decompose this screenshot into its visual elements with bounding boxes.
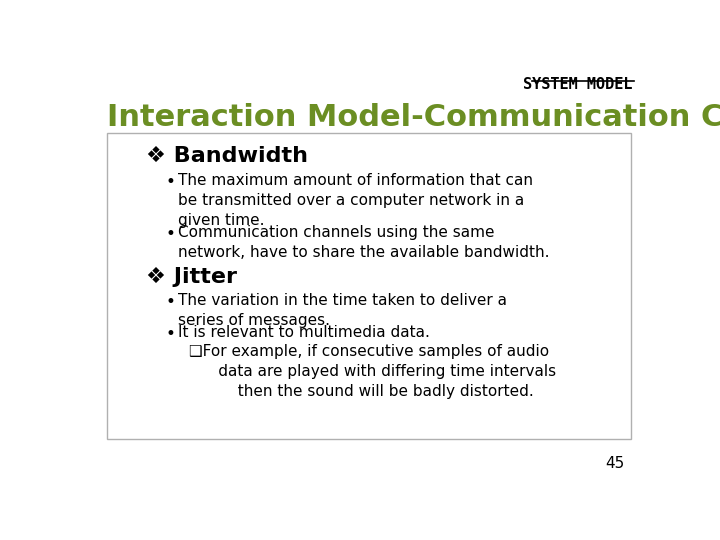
- Text: 45: 45: [606, 456, 625, 471]
- Text: •: •: [166, 225, 176, 243]
- Text: •: •: [166, 325, 176, 343]
- Text: The maximum amount of information that can
be transmitted over a computer networ: The maximum amount of information that c…: [178, 173, 533, 228]
- Text: Interaction Model-Communication Channels: Interaction Model-Communication Channels: [107, 103, 720, 132]
- Text: •: •: [166, 173, 176, 191]
- FancyBboxPatch shape: [107, 132, 631, 439]
- Text: ❖ Jitter: ❖ Jitter: [145, 267, 237, 287]
- Text: •: •: [166, 293, 176, 310]
- Text: SYSTEM MODEL: SYSTEM MODEL: [523, 77, 632, 92]
- Text: The variation in the time taken to deliver a
series of messages.: The variation in the time taken to deliv…: [178, 293, 507, 328]
- Text: Communication channels using the same
network, have to share the available bandw: Communication channels using the same ne…: [178, 225, 549, 260]
- Text: It is relevant to multimedia data.: It is relevant to multimedia data.: [178, 325, 429, 340]
- Text: ❖ Bandwidth: ❖ Bandwidth: [145, 146, 308, 166]
- Text: ❑For example, if consecutive samples of audio
      data are played with differi: ❑For example, if consecutive samples of …: [189, 343, 557, 400]
